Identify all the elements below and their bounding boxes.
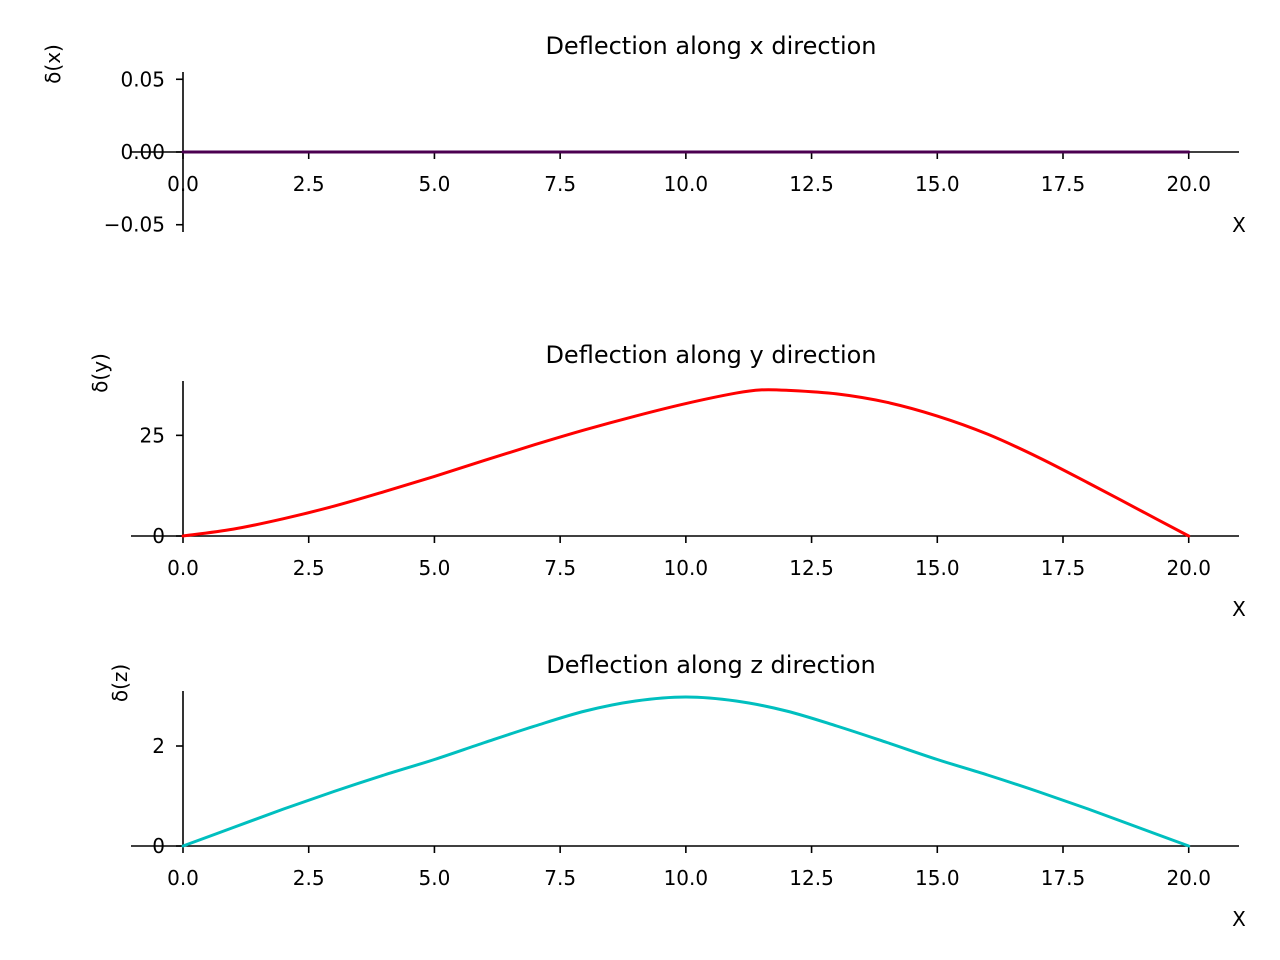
- x-axis-label: X: [1232, 907, 1246, 931]
- x-tick-label: 15.0: [915, 172, 960, 196]
- x-tick-label: 5.0: [419, 556, 451, 580]
- y-tick-label: 2: [152, 734, 165, 758]
- chart-title: Deflection along x direction: [545, 32, 876, 60]
- y-tick-label: 0.00: [120, 140, 165, 164]
- y-tick-label: 25: [140, 423, 165, 447]
- x-tick-label: 12.5: [789, 866, 834, 890]
- x-tick-label: 2.5: [293, 556, 325, 580]
- series-line-1: [181, 695, 1191, 848]
- x-tick-label: 2.5: [293, 172, 325, 196]
- y-axis-label: δ(z): [108, 664, 132, 702]
- x-tick-label: 5.0: [419, 172, 451, 196]
- x-tick-label: 0.0: [167, 172, 199, 196]
- x-tick-label: 17.5: [1041, 866, 1086, 890]
- x-tick-label: 0.0: [167, 556, 199, 580]
- chart-title: Deflection along z direction: [546, 651, 875, 679]
- y-tick-label: −0.05: [104, 213, 165, 237]
- x-tick-label: 15.0: [915, 556, 960, 580]
- x-tick-label: 10.0: [664, 172, 709, 196]
- x-tick-label: 10.0: [664, 556, 709, 580]
- x-tick-label: 7.5: [544, 866, 576, 890]
- x-tick-label: 20.0: [1166, 556, 1211, 580]
- x-tick-label: 17.5: [1041, 172, 1086, 196]
- chart-title: Deflection along y direction: [545, 341, 876, 369]
- y-tick-label: 0: [152, 834, 165, 858]
- x-tick-label: 12.5: [789, 556, 834, 580]
- x-tick-label: 10.0: [664, 866, 709, 890]
- subplot-1: Deflection along x direction−0.050.000.0…: [41, 32, 1246, 237]
- y-tick-label: 0.05: [120, 67, 165, 91]
- subplot-2: Deflection along y direction 0 25 0.0 2.5 5.0…: [88, 341, 1246, 621]
- x-tick-label: 15.0: [915, 866, 960, 890]
- y-axis-label: δ(x): [41, 44, 65, 84]
- x-tick-label: 5.0: [419, 866, 451, 890]
- x-tick-label: 0.0: [167, 866, 199, 890]
- x-tick-label: 7.5: [544, 556, 576, 580]
- y-tick-label: 0: [152, 524, 165, 548]
- x-axis-label: X: [1232, 213, 1246, 237]
- x-tick-label: 20.0: [1166, 172, 1211, 196]
- x-tick-label: 12.5: [789, 172, 834, 196]
- x-tick-label: 2.5: [293, 866, 325, 890]
- x-axis-label: X: [1232, 597, 1246, 621]
- x-tick-label: 17.5: [1041, 556, 1086, 580]
- series-line-1: [181, 388, 1191, 538]
- y-axis-label: δ(y): [88, 353, 112, 393]
- x-tick-label: 7.5: [544, 172, 576, 196]
- x-tick-label: 20.0: [1166, 866, 1211, 890]
